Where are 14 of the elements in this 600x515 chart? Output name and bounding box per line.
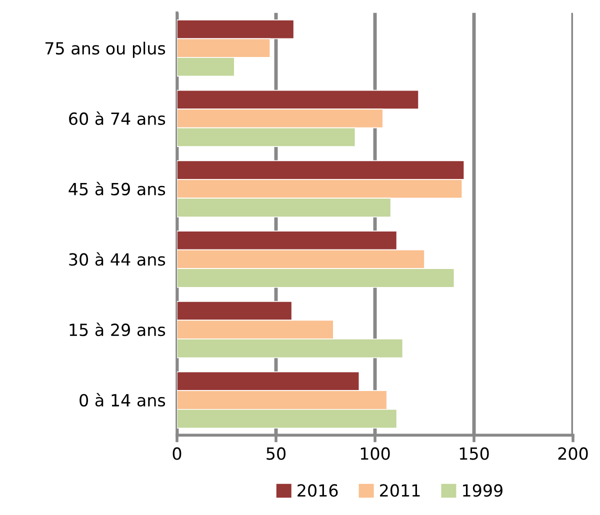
x-tick-label: 50 (266, 447, 286, 460)
y-tick-label: 75 ans ou plus (45, 42, 166, 58)
x-tick-label: 100 (360, 447, 390, 460)
x-tick-label: 200 (558, 447, 588, 460)
y-tick-label: 60 à 74 ans (69, 111, 166, 126)
legend-label: 1999 (463, 484, 502, 497)
y-tick-label: 15 à 29 ans (70, 322, 166, 336)
legend-label: 2011 (380, 484, 420, 497)
y-tick-label: 45 à 59 ans (68, 182, 166, 196)
x-tick-label: 150 (460, 447, 489, 460)
y-tick-label: 30 à 44 ans (69, 252, 166, 266)
x-tick-label: 0 (172, 447, 182, 460)
legend-label: 2016 (298, 484, 338, 497)
y-tick-label: 0 à 14 ans (80, 392, 166, 407)
